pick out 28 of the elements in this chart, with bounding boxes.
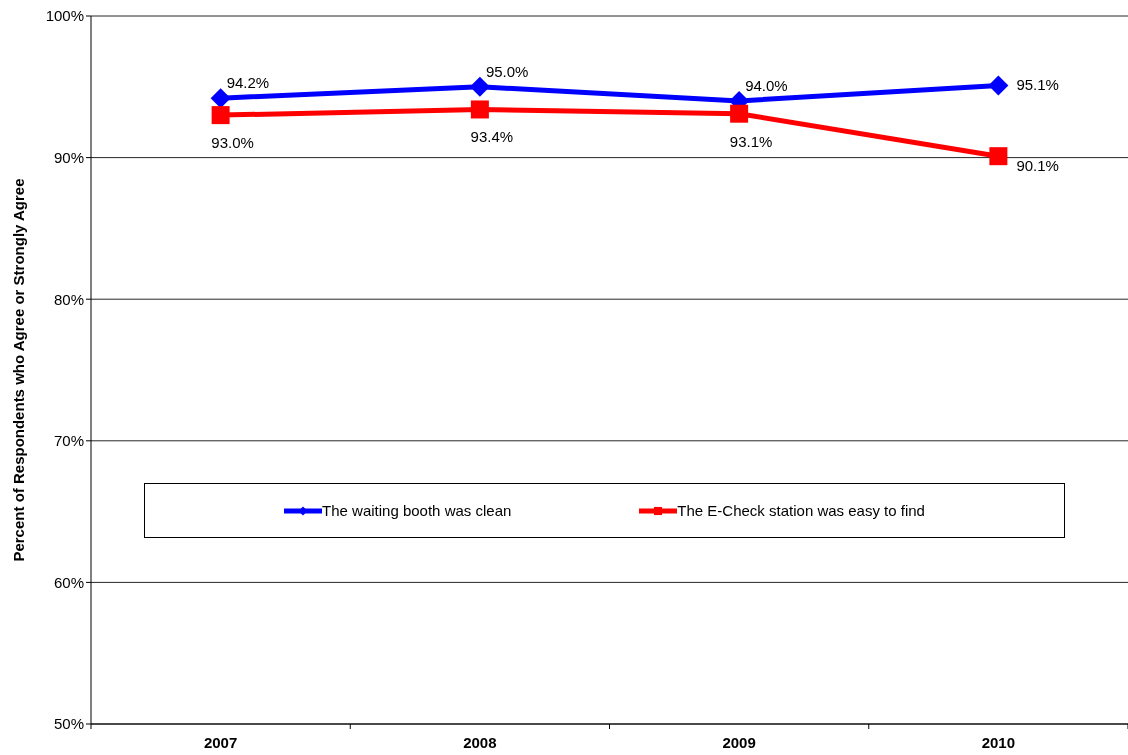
data-label: 95.1% [1016, 76, 1059, 94]
y-tick-label: 70% [53, 432, 84, 450]
x-tick-label: 2008 [463, 734, 497, 751]
point [211, 106, 230, 125]
y-tick-label: 50% [53, 715, 84, 733]
data-label: 93.4% [470, 128, 514, 146]
point [730, 104, 749, 123]
y-tick-label: 90% [53, 148, 84, 166]
x-tick-label: 2007 [203, 734, 238, 751]
y-tick-label: 80% [53, 290, 84, 308]
legend-label: The waiting booth was clean [322, 502, 512, 519]
legend-label: The E-Check station was easy to find [677, 502, 925, 519]
point [989, 147, 1008, 166]
point [470, 100, 489, 119]
x-tick-label: 2010 [981, 734, 1016, 751]
data-label: 94.0% [745, 76, 788, 94]
y-tick-label: 60% [53, 573, 84, 591]
data-label: 93.1% [729, 132, 773, 150]
data-label: 93.0% [211, 134, 254, 152]
point [469, 76, 490, 97]
data-label: 90.1% [1016, 157, 1059, 175]
point [210, 88, 231, 109]
y-tick-label: 100% [45, 7, 84, 25]
point [988, 75, 1009, 96]
y-axis-title: Percent of Respondents who Agree or Strongly Agree [9, 178, 27, 562]
data-label: 95.0% [485, 62, 529, 80]
x-tick-label: 2009 [722, 734, 756, 751]
data-label: 94.2% [226, 74, 270, 92]
